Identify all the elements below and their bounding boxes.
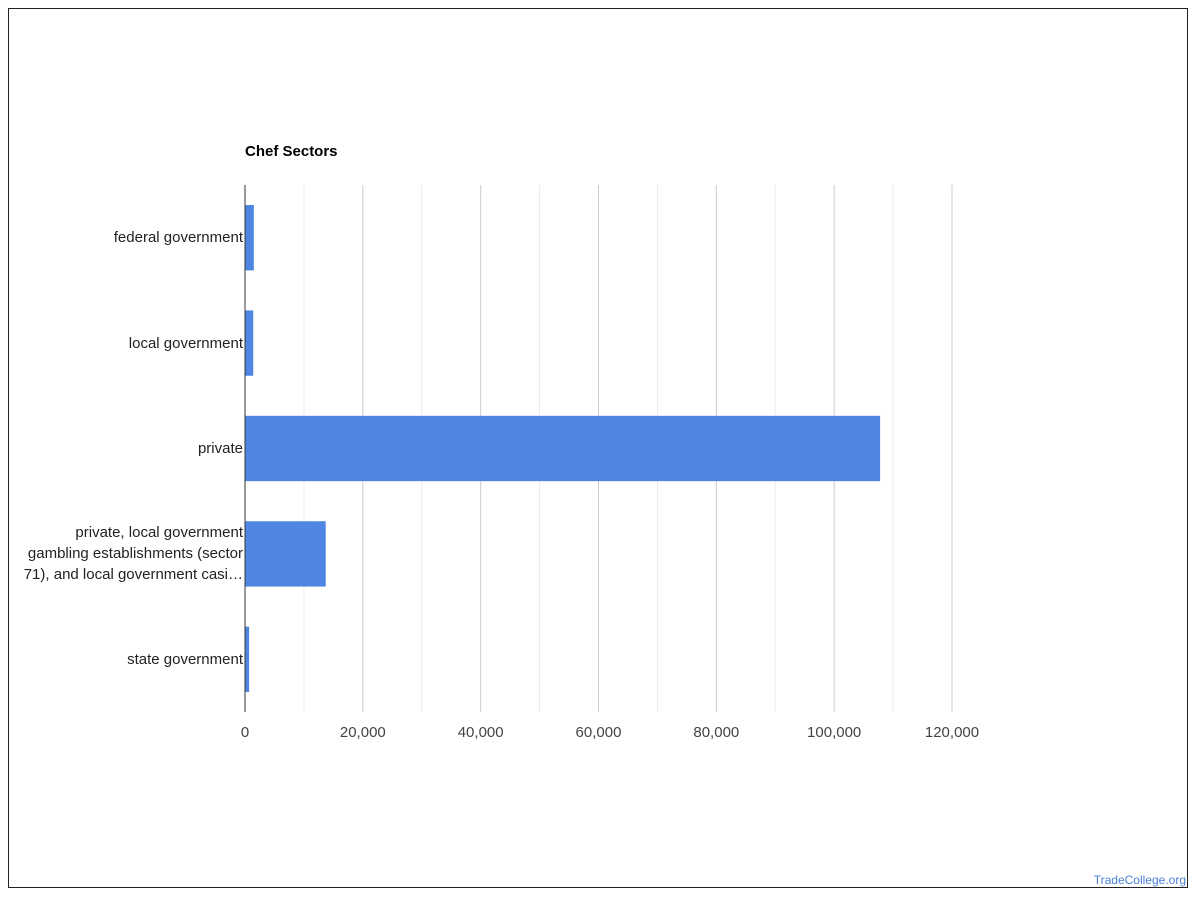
x-tick-label: 80,000 [693,724,739,741]
x-tick-label: 100,000 [807,724,861,741]
y-category-label-line: federal government [113,229,243,247]
bar-5 [245,626,250,692]
source-credit[interactable]: TradeCollege.org [1093,873,1186,887]
x-tick-label: 40,000 [458,724,504,741]
y-category-label-line: local government [128,334,243,352]
y-category-label: private [3,438,243,459]
y-category-label: state government [3,649,243,670]
y-category-label: federal government [3,227,243,248]
y-category-label-line: private [197,440,243,457]
y-category-label-line: state government [127,650,243,668]
x-tick-label: 60,000 [576,724,622,741]
x-tick-label: 120,000 [925,724,979,741]
y-category-label-line: 71), and local government casi… [23,566,243,584]
y-category-label: private, local government gambling establ… [3,522,243,585]
y-category-label-line: gambling establishments (sector [27,545,243,563]
x-tick-label: 0 [241,724,249,741]
y-category-label: local government [3,333,243,354]
bar-4 [245,521,326,587]
chart-title: Chef Sectors [245,143,338,160]
y-category-label-line: private, local government [75,524,243,542]
bar-1 [245,205,254,271]
bar-3 [245,415,881,482]
x-tick-label: 20,000 [340,724,386,741]
bar-2 [245,310,254,376]
